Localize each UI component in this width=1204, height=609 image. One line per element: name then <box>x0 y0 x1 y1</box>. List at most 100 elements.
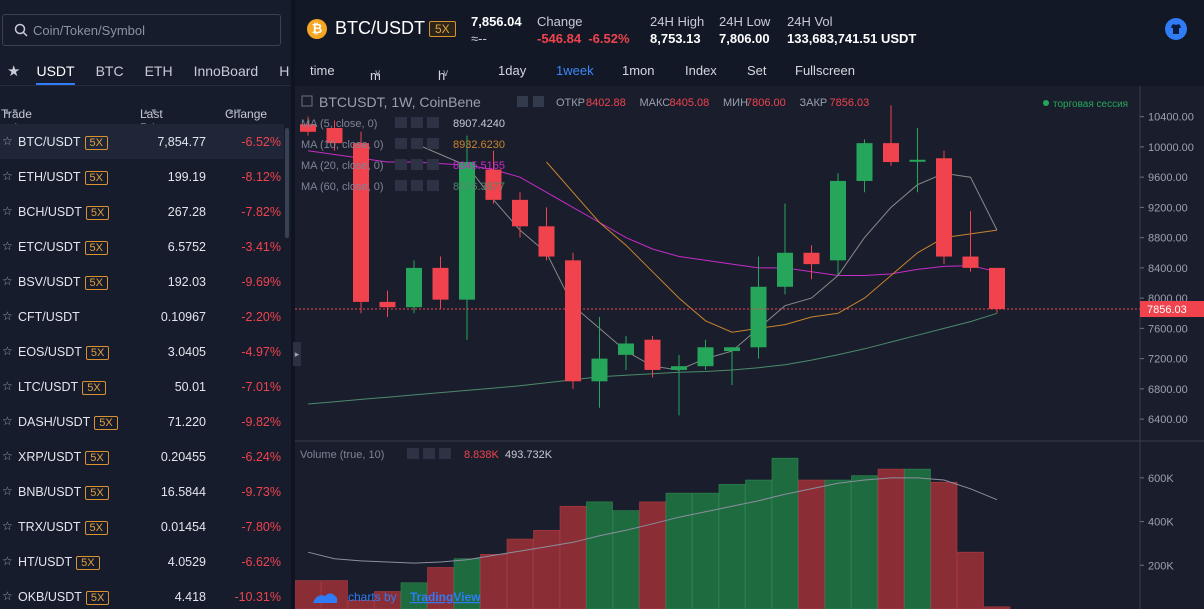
pairs-scrollbar[interactable] <box>285 128 289 238</box>
pair-row[interactable]: ☆ BTC/USDT 5X 7,854.77 -6.52% <box>0 124 284 159</box>
chevron-down-icon: ∨ <box>442 68 450 79</box>
toolbar-1mon[interactable]: 1mon <box>622 63 655 78</box>
volume-bar <box>533 530 560 609</box>
vol-tick-label: 400K <box>1148 517 1174 529</box>
pair-price: 199.19 <box>167 170 206 184</box>
pair-symbol: BSV/USDT <box>18 275 81 289</box>
ohlc-label: ЗАКР <box>800 97 828 109</box>
pair-change: -7.80% <box>241 520 281 534</box>
pair-symbol: TRX/USDT <box>18 520 81 534</box>
eye-icon <box>395 159 407 170</box>
pair-price: 3.0405 <box>167 345 206 359</box>
favorite-star-icon[interactable]: ☆ <box>2 204 13 218</box>
ohlc-value: 8402.88 <box>586 97 626 109</box>
favorite-star-icon[interactable]: ☆ <box>2 589 13 603</box>
market-tab-eth[interactable]: ETH <box>144 62 173 79</box>
collapse-panel-handle[interactable]: ▸ <box>293 342 301 366</box>
pair-row[interactable]: ☆ LTC/USDT 5X 50.01 -7.01% <box>0 369 284 404</box>
favorite-star-icon[interactable]: ☆ <box>2 274 13 288</box>
volume-ma-value: 493.732K <box>505 449 553 461</box>
favorite-star-icon[interactable]: ☆ <box>2 344 13 358</box>
search-box[interactable] <box>2 14 281 46</box>
toolbar-1day[interactable]: 1day <box>498 63 527 78</box>
candle-body <box>512 199 528 227</box>
pair-name: BSV/USDT 5X <box>18 275 108 290</box>
pairs-table-header: Trade pair▲▼ Last Price▲▼ Change▲▼ <box>0 97 291 135</box>
favorite-star-icon[interactable]: ☆ <box>2 309 13 323</box>
pair-row[interactable]: ☆ ETH/USDT 5X 199.19 -8.12% <box>0 159 284 194</box>
market-tab-btc[interactable]: BTC <box>95 62 124 79</box>
candle-body <box>591 358 608 382</box>
candle-body <box>432 267 449 300</box>
favorite-star-icon[interactable]: ☆ <box>2 554 13 568</box>
change-stat: Change -546.84 -6.52% <box>537 14 630 46</box>
toolbar-fullscreen[interactable]: Fullscreen <box>795 63 855 78</box>
search-input[interactable] <box>33 22 263 38</box>
toolbar-time[interactable]: time <box>310 63 335 78</box>
low-stat: 24H Low 7,806.00 <box>719 14 770 46</box>
pair-row[interactable]: ☆ ETC/USDT 5X 6.5752 -3.41% <box>0 229 284 264</box>
favorite-star-icon[interactable]: ☆ <box>2 449 13 463</box>
favorite-star-icon[interactable]: ☆ <box>2 484 13 498</box>
pair-row[interactable]: ☆ BNB/USDT 5X 16.5844 -9.73% <box>0 474 284 509</box>
chart-canvas[interactable]: 10400.00 10000.00 9600.00 9200.00 8800.00 840… <box>295 86 1204 609</box>
y-tick-label: 8400.00 <box>1148 263 1188 275</box>
sort-icon: ▲▼ <box>142 107 158 116</box>
eye-icon <box>395 138 407 149</box>
pair-change: -2.20% <box>241 310 281 324</box>
candle-body <box>485 169 502 200</box>
close-icon <box>427 138 439 149</box>
ohlc-label: ОТКР <box>556 97 585 109</box>
ma10-line <box>546 161 998 333</box>
pair-name: TRX/USDT 5X <box>18 520 108 535</box>
eye-icon <box>517 96 528 107</box>
ma-legend-value: 8506.3877 <box>453 181 505 193</box>
y-tick-label: 9200.00 <box>1148 202 1188 214</box>
favorite-star-icon[interactable]: ☆ <box>2 134 13 148</box>
market-tab-innoboard[interactable]: InnoBoard <box>193 62 259 79</box>
pair-row[interactable]: ☆ TRX/USDT 5X 0.01454 -7.80% <box>0 509 284 544</box>
ma-legend-value: 8907.4240 <box>453 118 505 130</box>
pair-row[interactable]: ☆ XRP/USDT 5X 0.20455 -6.24% <box>0 439 284 474</box>
y-tick-label: 10000.00 <box>1148 142 1194 154</box>
toolbar-index[interactable]: Index <box>685 63 717 78</box>
pair-row[interactable]: ☆ HT/USDT 5X 4.0529 -6.62% <box>0 544 284 579</box>
favorite-star-icon[interactable]: ☆ <box>2 379 13 393</box>
pair-row[interactable]: ☆ EOS/USDT 5X 3.0405 -4.97% <box>0 334 284 369</box>
pair-row[interactable]: ☆ BSV/USDT 5X 192.03 -9.69% <box>0 264 284 299</box>
sort-icon: ▲▼ <box>227 107 243 116</box>
chart-title: BTCUSDT, 1W, CoinBene <box>319 94 481 110</box>
pair-name: BCH/USDT 5X <box>18 205 110 220</box>
pair-symbol: BTC/USDT <box>18 135 81 149</box>
vol-tick-label: 600K <box>1148 473 1174 485</box>
leverage-badge: 5X <box>85 486 109 500</box>
favorite-star-icon[interactable]: ☆ <box>2 414 13 428</box>
ma-legend-name: MA (5, close, 0) <box>301 118 377 130</box>
tradingview-link: TradingView <box>410 590 481 604</box>
pair-row[interactable]: ☆ DASH/USDT 5X 71.220 -9.82% <box>0 404 284 439</box>
y-tick-label: 9600.00 <box>1148 172 1188 184</box>
pair-row[interactable]: ☆ BCH/USDT 5X 267.28 -7.82% <box>0 194 284 229</box>
pair-row[interactable]: ☆ OKB/USDT 5X 4.418 -10.31% <box>0 579 284 609</box>
candle-body <box>883 143 899 163</box>
favorites-star-icon[interactable]: ★ <box>7 62 21 80</box>
favorite-star-icon[interactable]: ☆ <box>2 169 13 183</box>
candle-body <box>538 226 555 257</box>
market-tab-h[interactable]: H <box>279 62 290 79</box>
favorite-star-icon[interactable]: ☆ <box>2 519 13 533</box>
ma-legend-name: MA (60, close, 0) <box>301 181 384 193</box>
favorite-star-icon[interactable]: ☆ <box>2 239 13 253</box>
toolbar-set[interactable]: Set <box>747 63 767 78</box>
pair-title[interactable]: BTC/USDT <box>335 18 425 38</box>
chart-toolbar: time m ∨ h ∨ 1day 1week 1mon Index Set Ful… <box>295 58 1204 83</box>
toolbar-1week[interactable]: 1week <box>556 63 594 78</box>
y-tick-label: 8800.00 <box>1148 233 1188 245</box>
ma-legend-value: 8932.6230 <box>453 139 505 151</box>
pair-change: -8.12% <box>241 170 281 184</box>
price-chart[interactable]: 10400.00 10000.00 9600.00 9200.00 8800.00 840… <box>295 86 1204 609</box>
market-tab-usdt[interactable]: USDT <box>36 63 75 85</box>
candle-body <box>856 143 873 181</box>
pair-symbol: XRP/USDT <box>18 450 82 464</box>
pair-row[interactable]: ☆ CFT/USDT 0.10967 -2.20% <box>0 299 284 334</box>
theme-toggle-icon[interactable] <box>1165 18 1187 40</box>
